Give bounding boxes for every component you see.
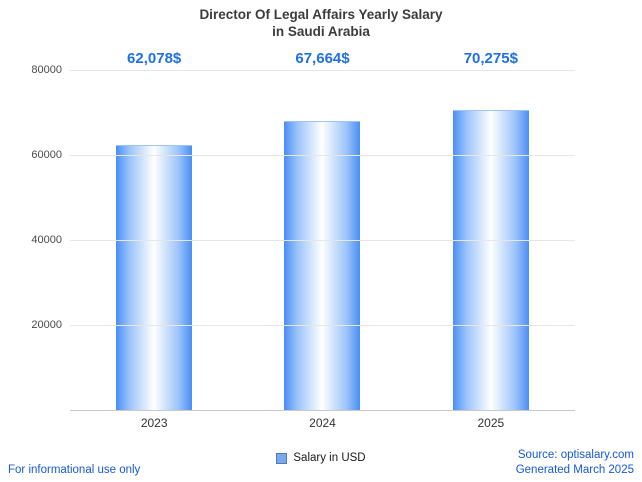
bar-slot bbox=[70, 70, 238, 410]
x-axis-label-2024: 2024 bbox=[309, 416, 336, 430]
gridline bbox=[70, 325, 575, 326]
source-text: Source: optisalary.com bbox=[517, 449, 634, 461]
gridline bbox=[70, 70, 575, 71]
bar-2023[interactable] bbox=[116, 145, 193, 410]
bar-2024[interactable] bbox=[284, 121, 361, 410]
value-labels-row: 62,078$ 67,664$ 70,275$ bbox=[70, 50, 575, 67]
x-axis-label-2023: 2023 bbox=[140, 416, 168, 430]
y-axis-tick-label: 20000 bbox=[31, 319, 62, 331]
generated-text: Generated March 2025 bbox=[515, 464, 634, 476]
legend-label: Salary in USD bbox=[293, 452, 366, 464]
y-axis-tick-label: 80000 bbox=[31, 64, 62, 76]
legend-marker-icon bbox=[276, 452, 288, 464]
gridline bbox=[70, 155, 575, 156]
legend: Salary in USD bbox=[0, 452, 642, 464]
source-info: Source: optisalary.com Generated March 2… bbox=[516, 448, 634, 478]
y-axis-tick-label: 40000 bbox=[31, 234, 62, 246]
bar-slot bbox=[238, 70, 406, 410]
bar-2025[interactable] bbox=[452, 110, 529, 410]
x-axis-labels: 2023 2024 2025 bbox=[70, 416, 575, 430]
disclaimer-text: For informational use only bbox=[8, 464, 141, 476]
plot-area: 20000 40000 60000 80000 bbox=[31, 64, 575, 411]
chart-title: Director Of Legal Affairs Yearly Salary … bbox=[0, 6, 642, 40]
chart-title-line2: in Saudi Arabia bbox=[272, 24, 370, 39]
bars-group bbox=[70, 70, 575, 410]
value-label-2024: 67,664$ bbox=[295, 50, 350, 67]
gridline bbox=[70, 240, 575, 241]
value-label-2023: 62,078$ bbox=[127, 50, 182, 67]
x-axis-label-2025: 2025 bbox=[477, 416, 505, 430]
y-axis-tick-label: 60000 bbox=[31, 149, 62, 161]
bar-slot bbox=[407, 70, 575, 410]
chart-title-line1: Director Of Legal Affairs Yearly Salary bbox=[199, 7, 443, 22]
value-label-2025: 70,275$ bbox=[463, 50, 518, 67]
